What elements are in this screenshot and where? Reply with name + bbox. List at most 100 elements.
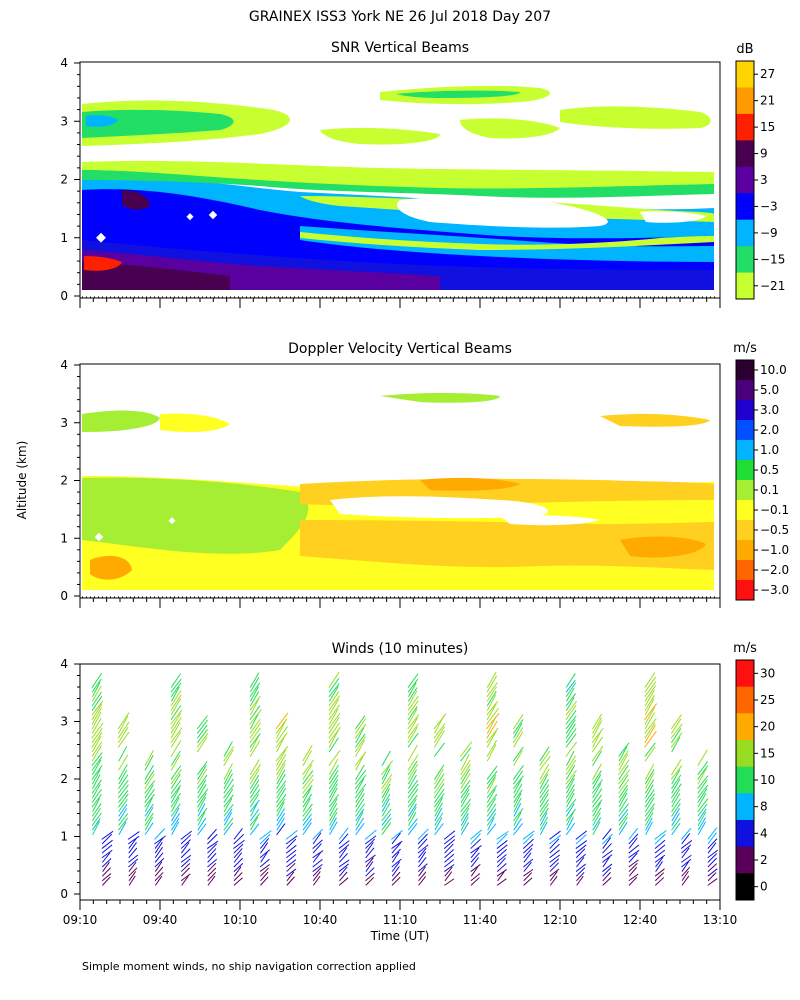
wind-barb: [180, 854, 192, 863]
colorbar-label: 5.0: [760, 383, 779, 397]
wind-barb: [433, 742, 445, 757]
wind-barb: [644, 772, 655, 790]
wind-barb: [275, 712, 289, 730]
wind-barb: [486, 744, 497, 762]
wind-barb: [207, 875, 216, 886]
wind-barb: [338, 859, 350, 868]
wind-barb: [207, 858, 218, 868]
wind-barb: [144, 793, 155, 808]
wind-barb: [144, 754, 154, 771]
wind-barb: [91, 691, 102, 707]
colorbar-swatch: [736, 113, 754, 141]
wind-barb: [259, 858, 270, 868]
wind-barb: [118, 817, 129, 831]
wind-barb: [707, 832, 717, 845]
wind-barb: [197, 774, 208, 790]
time-tick-label: 11:40: [463, 913, 498, 927]
wind-barb: [496, 830, 509, 840]
wind-barb: [618, 792, 628, 808]
wind-barb: [102, 867, 111, 877]
wind-barb: [154, 841, 163, 854]
wind-barb: [91, 700, 104, 716]
wind-barb: [644, 746, 656, 762]
wind-barb: [602, 871, 611, 882]
footnote: Simple moment winds, no ship navigation …: [82, 960, 416, 973]
wind-barb: [707, 827, 718, 840]
wind-barb: [128, 871, 137, 882]
wind-barb: [118, 813, 129, 826]
wind-barb: [117, 712, 130, 730]
wind-barb: [170, 712, 182, 730]
wind-barb: [592, 783, 602, 799]
wind-barb: [592, 817, 602, 831]
wind-barb: [196, 724, 208, 739]
wind-barb: [328, 695, 340, 711]
wind-barb: [355, 803, 366, 817]
colorbar-label: 27: [760, 67, 775, 81]
wind-barb: [91, 685, 102, 702]
wind-barb: [391, 871, 401, 882]
wind-barb: [223, 746, 235, 762]
wind-barb: [223, 788, 234, 803]
wind-barb: [249, 722, 261, 739]
wind-barb: [549, 868, 560, 877]
wind-barb: [328, 764, 339, 780]
wind-barb: [207, 867, 217, 877]
wind-barb: [670, 723, 683, 739]
wind-barb: [249, 691, 260, 707]
wind-barb: [592, 821, 601, 836]
wind-barb: [602, 849, 613, 859]
wind-barb: [365, 857, 374, 868]
wind-barb: [91, 672, 102, 688]
snr-hole-2: [640, 211, 706, 223]
wind-barb: [128, 861, 137, 872]
wind-barb: [223, 763, 233, 780]
colorbar-swatch: [736, 360, 754, 381]
wind-barb: [592, 802, 602, 817]
wind-barb: [180, 830, 192, 840]
wind-barb: [92, 774, 101, 790]
wind-barb: [223, 797, 233, 813]
wind-barb: [523, 868, 534, 877]
wind-barb: [486, 770, 498, 785]
wind-barb: [197, 783, 207, 799]
wind-barb: [407, 700, 419, 716]
wind-barb: [180, 848, 191, 859]
wind-barb: [302, 784, 313, 799]
doppler-upper-ygreen: [82, 410, 160, 432]
snr-layer-ygreen-low: [300, 232, 714, 250]
wind-barb: [328, 716, 340, 734]
wind-barb: [628, 827, 639, 840]
alt-tick-label: 3: [60, 715, 68, 729]
wind-barb: [460, 798, 472, 813]
wind-barb: [523, 877, 533, 886]
wind-barb: [671, 728, 682, 744]
wind-barb: [565, 798, 577, 813]
colorbar-swatch: [736, 380, 754, 401]
winds-frame: [79, 663, 721, 901]
wind-barb: [417, 838, 428, 849]
alt-tick-label: 3: [60, 416, 68, 430]
wind-barb: [565, 700, 578, 716]
wind-barb: [496, 863, 507, 872]
wind-barb: [602, 856, 611, 868]
wind-barb: [407, 678, 419, 693]
wind-barb: [144, 788, 155, 803]
wind-barb: [91, 717, 102, 734]
wind-barb: [170, 682, 182, 698]
wind-barb: [523, 872, 533, 882]
wind-barb: [575, 834, 587, 845]
wind-barb: [117, 721, 130, 739]
wind-barb: [312, 850, 324, 859]
wind-barb: [513, 811, 522, 826]
wind-barb: [170, 716, 182, 734]
wind-barb: [381, 813, 392, 826]
wind-barb: [644, 797, 655, 813]
wind-barb: [249, 733, 261, 748]
wind-barb: [338, 863, 349, 872]
wind-barb: [565, 741, 578, 757]
wind-barb: [407, 732, 419, 748]
wind-barb: [249, 823, 260, 836]
colorbar-unit: m/s: [733, 641, 757, 656]
wind-barb: [618, 813, 629, 826]
